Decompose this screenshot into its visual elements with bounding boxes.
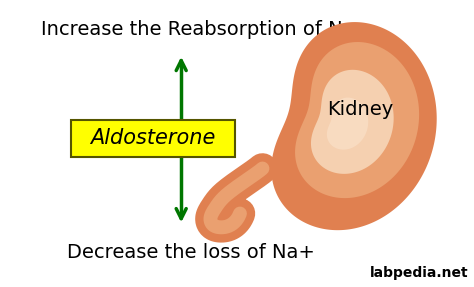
- Text: Increase the Reabsorption of Na+: Increase the Reabsorption of Na+: [41, 20, 371, 39]
- Text: Aldosterone: Aldosterone: [90, 128, 216, 148]
- Text: labpedia.net: labpedia.net: [370, 266, 468, 280]
- Polygon shape: [311, 70, 394, 174]
- Polygon shape: [295, 42, 419, 198]
- FancyBboxPatch shape: [71, 119, 235, 157]
- Text: Kidney: Kidney: [327, 100, 393, 119]
- Polygon shape: [271, 22, 437, 230]
- Text: Decrease the loss of Na+: Decrease the loss of Na+: [67, 243, 315, 262]
- Polygon shape: [327, 98, 368, 150]
